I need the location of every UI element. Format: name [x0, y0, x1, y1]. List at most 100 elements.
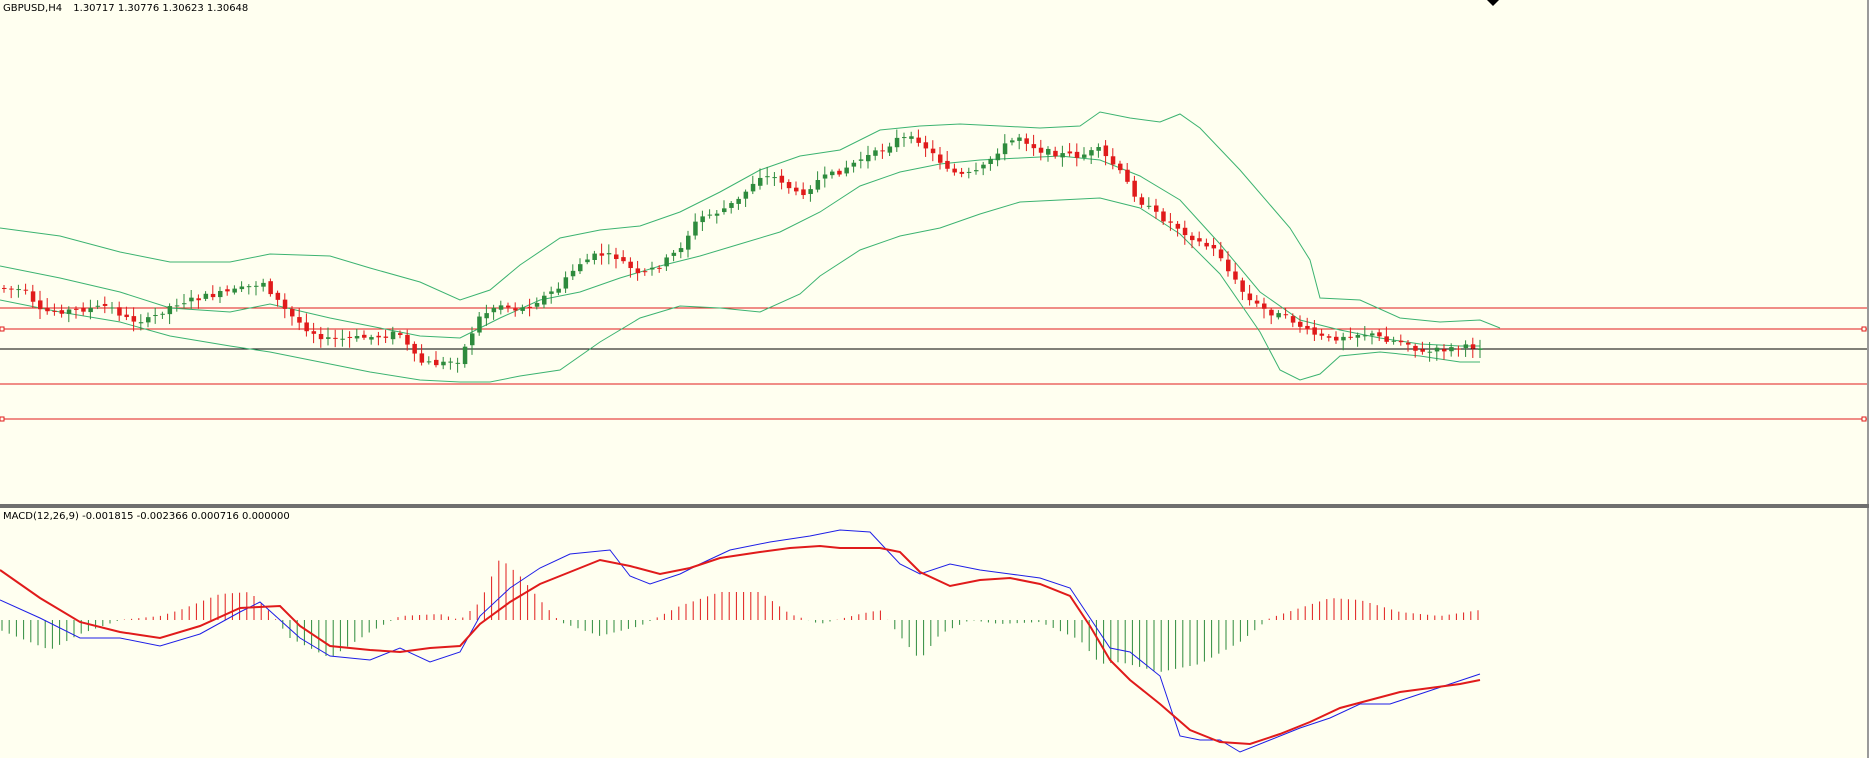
- bollinger-upper-band: [0, 111, 1501, 329]
- candle-bear: [1132, 180, 1137, 197]
- candle-bear: [1298, 321, 1303, 327]
- candle-bull: [1391, 340, 1397, 342]
- candle-bull: [189, 297, 194, 302]
- chart-title: GBPUSD,H4 1.30717 1.30776 1.30623 1.3064…: [3, 3, 249, 14]
- candle-bull: [1002, 143, 1008, 155]
- symbol-label: GBPUSD: [3, 3, 46, 14]
- candle-bull: [1146, 205, 1152, 207]
- candle-bull: [95, 305, 101, 307]
- candle-bull: [160, 313, 165, 315]
- candle-bear: [2, 287, 7, 289]
- candle-bull: [563, 277, 569, 289]
- pane-separator[interactable]: [0, 504, 1869, 508]
- candle-bear: [1233, 271, 1238, 280]
- candle-bull: [1370, 333, 1375, 336]
- chart-shift-marker-icon[interactable]: [1487, 0, 1499, 6]
- candle-bear: [1305, 325, 1310, 329]
- candle-bull: [167, 306, 173, 315]
- candle-bear: [333, 337, 338, 339]
- candle-bear: [1254, 300, 1260, 304]
- candle-bear: [513, 308, 518, 311]
- candle-bull: [592, 253, 597, 261]
- candle-bear: [1182, 227, 1188, 236]
- candle-bear: [959, 171, 965, 174]
- candle-bear: [1470, 344, 1476, 349]
- candle-bull: [470, 333, 475, 346]
- line-handle: [1861, 416, 1867, 422]
- candle-bear: [398, 333, 403, 335]
- price-chart-pane[interactable]: GBPUSD,H4 1.30717 1.30776 1.30623 1.3064…: [0, 0, 1869, 504]
- candle-bull: [851, 162, 857, 167]
- candle-bull: [714, 213, 720, 216]
- candle-bear: [952, 168, 957, 173]
- candle-bull: [16, 289, 21, 291]
- candle-bear: [930, 148, 936, 154]
- candle-bull: [693, 221, 698, 236]
- macd-canvas: [0, 529, 1481, 753]
- candle-bear: [1384, 336, 1389, 342]
- candle-bull: [542, 295, 547, 305]
- candle-bear: [1103, 145, 1109, 157]
- candle-bull: [729, 203, 734, 208]
- candle-bear: [1334, 336, 1339, 341]
- candle-bear: [1312, 327, 1317, 335]
- candle-bear: [1154, 205, 1159, 212]
- candle-bull: [808, 189, 813, 194]
- high-value: 1.30776: [117, 3, 160, 14]
- candle-bear: [268, 281, 273, 295]
- candle-bull: [1355, 335, 1361, 338]
- candle-bear: [801, 189, 806, 196]
- candle-bear: [1290, 316, 1296, 323]
- candle-bear: [1398, 340, 1404, 343]
- candle-bull: [606, 253, 612, 255]
- candle-bull: [966, 171, 972, 173]
- candles-group: [2, 129, 1483, 373]
- candle-bear: [311, 331, 317, 334]
- candle-bull: [484, 313, 489, 319]
- candle-bull: [707, 214, 713, 216]
- candle-bull: [678, 248, 684, 253]
- candle-bear: [347, 336, 353, 338]
- candle-bear: [1053, 150, 1058, 157]
- candle-bull: [153, 315, 158, 317]
- candle-bear: [1377, 332, 1382, 337]
- candle-bull: [218, 290, 223, 298]
- candle-bear: [117, 307, 122, 316]
- candle-bear: [1348, 336, 1353, 338]
- candle-bull: [765, 176, 770, 178]
- candle-bull: [498, 305, 504, 310]
- candle-bull: [239, 286, 245, 290]
- candle-bull: [534, 302, 540, 307]
- candle-bear: [642, 271, 648, 273]
- candle-bear: [376, 335, 381, 338]
- macd-pane[interactable]: MACD(12,26,9) -0.001815 -0.002366 0.0007…: [0, 508, 1869, 758]
- candle-bear: [923, 142, 929, 149]
- candle-bull: [110, 307, 115, 309]
- candle-bull: [448, 361, 453, 363]
- candle-bear: [412, 343, 417, 354]
- candle-bear: [23, 289, 29, 291]
- candle-bear: [657, 267, 662, 269]
- candle-bear: [1319, 333, 1325, 336]
- candle-bull: [556, 288, 561, 293]
- candle-bear: [102, 303, 108, 306]
- candle-bull: [1046, 148, 1051, 155]
- candle-bear: [1218, 249, 1224, 259]
- candle-bull: [743, 191, 749, 199]
- candle-bear: [282, 299, 288, 309]
- candle-bear: [196, 298, 201, 301]
- candle-bull: [750, 183, 756, 192]
- macd-label: MACD(12,26,9) -0.001815 -0.002366 0.0007…: [3, 511, 290, 522]
- candle-bull: [1010, 140, 1015, 143]
- candle-bull: [246, 286, 252, 288]
- candle-bear: [1038, 147, 1044, 153]
- candle-bear: [131, 316, 137, 322]
- candle-bear: [304, 322, 309, 332]
- candle-bear: [124, 314, 129, 318]
- candle-bull: [866, 154, 871, 162]
- candle-bull: [758, 177, 763, 186]
- candle-bull: [1096, 147, 1101, 151]
- candle-bear: [1262, 303, 1267, 309]
- candle-bear: [635, 268, 641, 274]
- candle-bear: [1190, 235, 1195, 241]
